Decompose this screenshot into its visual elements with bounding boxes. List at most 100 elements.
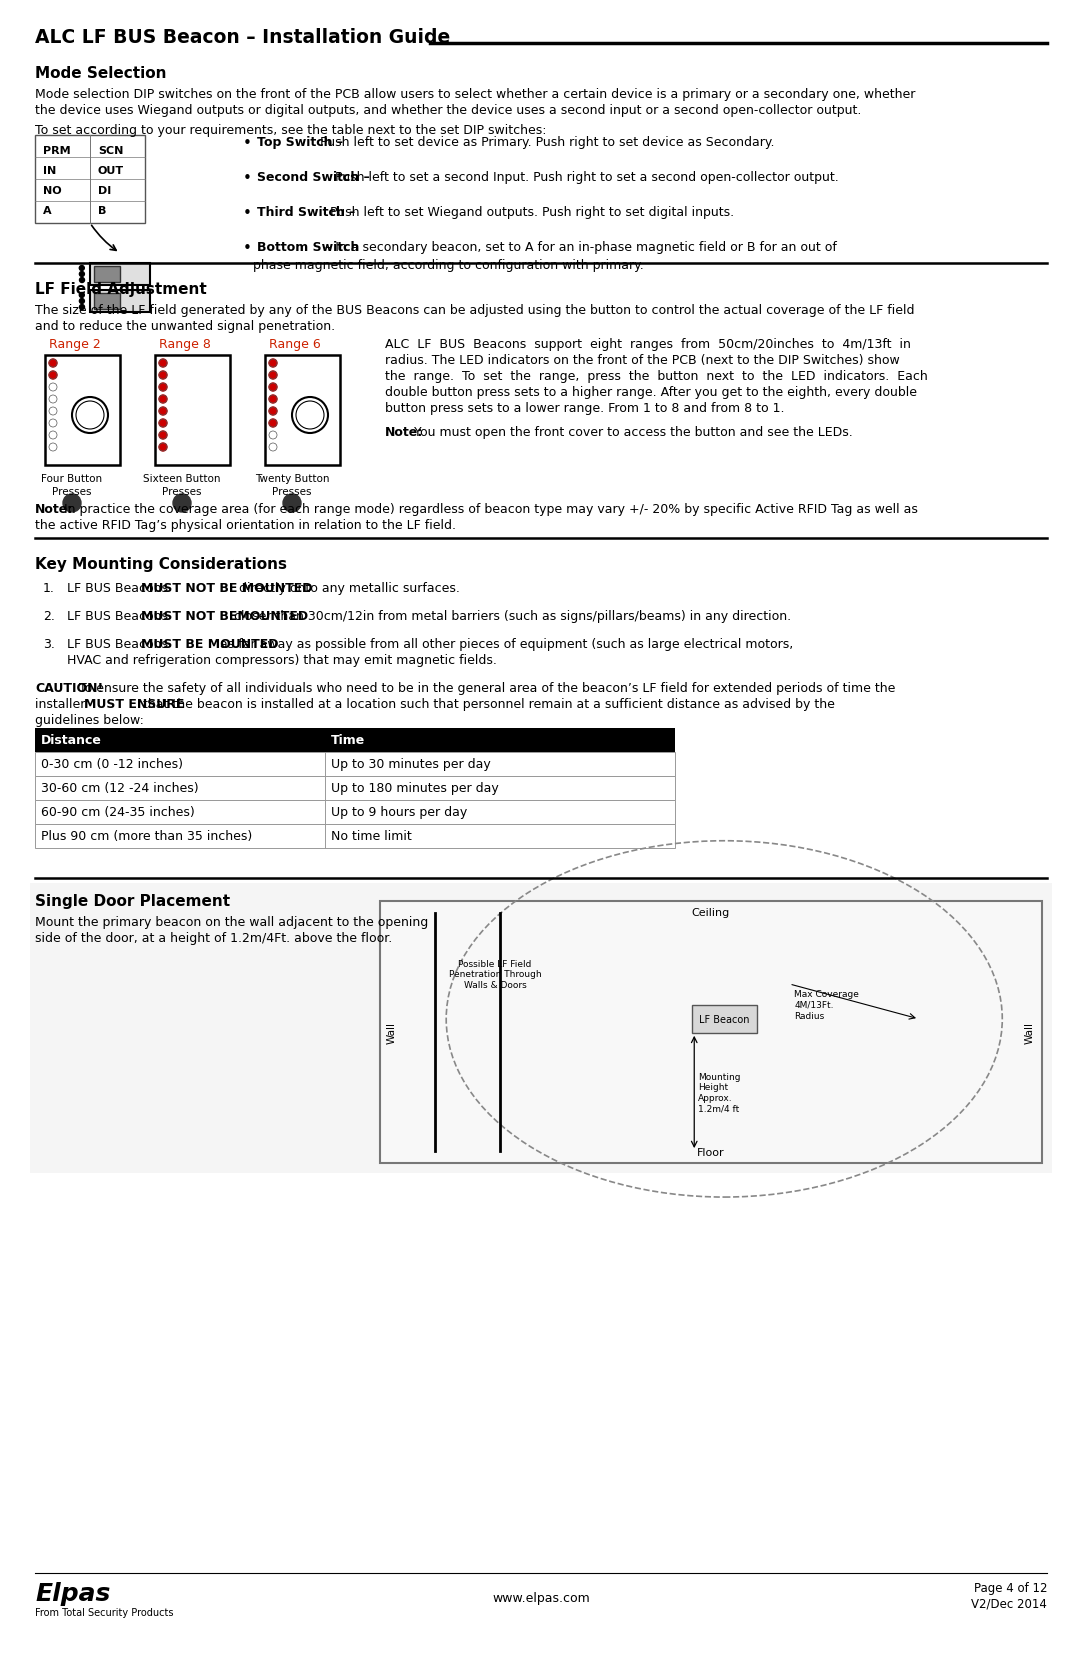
Text: the active RFID Tag’s physical orientation in relation to the LF field.: the active RFID Tag’s physical orientati… [35, 518, 456, 531]
Circle shape [283, 495, 301, 513]
Text: LF BUS Beacons: LF BUS Beacons [67, 581, 172, 594]
Text: Elpas: Elpas [35, 1581, 110, 1605]
Text: CAUTION!: CAUTION! [35, 682, 103, 695]
Text: Sixteen Button: Sixteen Button [143, 473, 221, 483]
Circle shape [159, 396, 167, 404]
Text: In practice the coverage area (for each range mode) regardless of beacon type ma: In practice the coverage area (for each … [60, 503, 918, 516]
Bar [265, 356, 340, 465]
Bar [45, 356, 120, 465]
Circle shape [159, 444, 167, 452]
Circle shape [49, 432, 57, 440]
Circle shape [159, 420, 167, 427]
Text: Single Door Placement: Single Door Placement [35, 894, 230, 909]
Text: From Total Security Products: From Total Security Products [35, 1607, 173, 1617]
Text: Range 6: Range 6 [269, 338, 321, 351]
Circle shape [159, 432, 167, 440]
Text: directly onto any metallic surfaces.: directly onto any metallic surfaces. [235, 581, 460, 594]
Text: 1.: 1. [43, 581, 55, 594]
Text: PRM: PRM [43, 146, 70, 156]
Text: IN: IN [43, 166, 56, 175]
Circle shape [269, 444, 277, 452]
Text: •: • [243, 136, 252, 151]
Text: LF Beacon: LF Beacon [699, 1015, 750, 1024]
Text: MUST NOT BE MOUNTED: MUST NOT BE MOUNTED [142, 581, 313, 594]
Text: 30-60 cm (12 -24 inches): 30-60 cm (12 -24 inches) [41, 781, 199, 794]
Circle shape [49, 444, 57, 452]
Text: button press sets to a lower range. From 1 to 8 and from 8 to 1.: button press sets to a lower range. From… [385, 402, 784, 415]
Text: Ceiling: Ceiling [691, 907, 730, 917]
Bar [90, 263, 150, 286]
Text: Floor: Floor [697, 1147, 725, 1157]
Text: Distance: Distance [41, 733, 102, 746]
Text: Wall: Wall [387, 1021, 397, 1043]
Text: 3.: 3. [43, 637, 55, 650]
Text: MUST ENSURE: MUST ENSURE [84, 697, 185, 710]
Circle shape [79, 273, 84, 278]
Text: OUT: OUT [98, 166, 124, 175]
Text: – In a secondary beacon, set to A for an in-phase magnetic field or B for an out: – In a secondary beacon, set to A for an… [321, 242, 837, 253]
Text: Up to 9 hours per day: Up to 9 hours per day [331, 806, 467, 819]
Circle shape [159, 407, 167, 415]
Text: double button press sets to a higher range. After you get to the eighth, every d: double button press sets to a higher ran… [385, 386, 918, 399]
Text: closer than 30cm/12in from metal barriers (such as signs/pillars/beams) in any d: closer than 30cm/12in from metal barrier… [230, 609, 791, 622]
Circle shape [159, 372, 167, 379]
Text: Time: Time [331, 733, 366, 746]
Circle shape [173, 495, 192, 513]
Text: Presses: Presses [162, 487, 201, 496]
Text: Up to 30 minutes per day: Up to 30 minutes per day [331, 758, 491, 771]
Bar [35, 776, 675, 801]
Text: Note:: Note: [35, 503, 74, 516]
Text: DI: DI [98, 185, 111, 195]
Text: Twenty Button: Twenty Button [254, 473, 329, 483]
Circle shape [269, 396, 277, 404]
Circle shape [269, 359, 277, 367]
Text: Push left to set a second Input. Push right to set a second open-collector outpu: Push left to set a second Input. Push ri… [331, 170, 839, 184]
Text: Plus 90 cm (more than 35 inches): Plus 90 cm (more than 35 inches) [41, 829, 252, 842]
Text: LF Field Adjustment: LF Field Adjustment [35, 281, 207, 296]
Circle shape [269, 432, 277, 440]
Text: Range 2: Range 2 [49, 338, 101, 351]
Text: NO: NO [43, 185, 62, 195]
Text: www.elpas.com: www.elpas.com [492, 1590, 590, 1604]
Circle shape [49, 384, 57, 392]
Text: Second Switch –: Second Switch – [258, 170, 370, 184]
Text: •: • [243, 205, 252, 220]
Text: Push left to set device as Primary. Push right to set device as Secondary.: Push left to set device as Primary. Push… [316, 136, 775, 149]
Text: ALC  LF  BUS  Beacons  support  eight  ranges  from  50cm/20inches  to  4m/13ft : ALC LF BUS Beacons support eight ranges … [385, 338, 911, 351]
Text: ALC LF BUS Beacon – Installation Guide: ALC LF BUS Beacon – Installation Guide [35, 28, 450, 46]
Text: Mounting
Height
Approx.
1.2m/4 ft: Mounting Height Approx. 1.2m/4 ft [698, 1072, 741, 1112]
Text: Bottom Switch: Bottom Switch [258, 242, 359, 253]
Text: MUST BE MOUNTED: MUST BE MOUNTED [142, 637, 279, 650]
Circle shape [79, 293, 84, 298]
Text: •: • [243, 170, 252, 185]
Circle shape [79, 278, 84, 283]
Text: To set according to your requirements, see the table next to the set DIP switche: To set according to your requirements, s… [35, 124, 546, 137]
Text: Up to 180 minutes per day: Up to 180 minutes per day [331, 781, 499, 794]
Bar [90, 291, 150, 313]
Text: No time limit: No time limit [331, 829, 412, 842]
Text: Top Switch –: Top Switch – [258, 136, 343, 149]
Text: You must open the front cover to access the button and see the LEDs.: You must open the front cover to access … [410, 425, 853, 439]
Text: installer: installer [35, 697, 90, 710]
Text: phase magnetic field, according to configuration with primary.: phase magnetic field, according to confi… [253, 258, 644, 271]
Circle shape [269, 420, 277, 427]
Text: and to reduce the unwanted signal penetration.: and to reduce the unwanted signal penetr… [35, 319, 335, 333]
Circle shape [49, 420, 57, 427]
Text: 0-30 cm (0 -12 inches): 0-30 cm (0 -12 inches) [41, 758, 183, 771]
Text: guidelines below:: guidelines below: [35, 713, 144, 727]
Text: radius. The LED indicators on the front of the PCB (next to the DIP Switches) sh: radius. The LED indicators on the front … [385, 354, 900, 367]
Text: Possible LF Field
Penetration Through
Walls & Doors: Possible LF Field Penetration Through Wa… [449, 960, 541, 990]
Bar [94, 266, 120, 283]
Text: SCN: SCN [98, 146, 123, 156]
Text: Key Mounting Considerations: Key Mounting Considerations [35, 556, 287, 571]
Circle shape [49, 407, 57, 415]
Text: Note:: Note: [385, 425, 423, 439]
Circle shape [269, 384, 277, 392]
Circle shape [79, 266, 84, 271]
Bar [35, 753, 675, 776]
Text: 60-90 cm (24-35 inches): 60-90 cm (24-35 inches) [41, 806, 195, 819]
Text: The size of the LF field generated by any of the BUS Beacons can be adjusted usi: The size of the LF field generated by an… [35, 305, 914, 316]
Text: 2.: 2. [43, 609, 55, 622]
Text: the device uses Wiegand outputs or digital outputs, and whether the device uses : the device uses Wiegand outputs or digit… [35, 104, 861, 118]
Text: Presses: Presses [52, 487, 92, 496]
